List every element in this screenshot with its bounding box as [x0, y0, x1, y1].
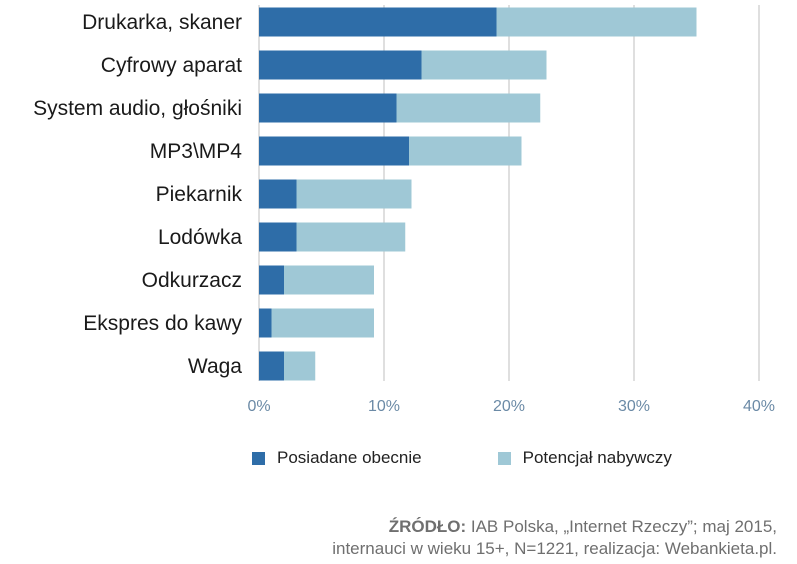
category-label: Waga: [188, 355, 242, 378]
category-label: Ekspres do kawy: [83, 312, 242, 335]
bar-potential: [271, 308, 374, 338]
legend-item-potential: Potencjał nabywczy: [497, 448, 672, 468]
bar-potential: [296, 222, 406, 252]
legend-swatch-owned: [252, 451, 265, 465]
source-note: ŹRÓDŁO: IAB Polska, „Internet Rzeczy”; m…: [332, 516, 777, 560]
bar-owned: [259, 222, 297, 252]
x-tick-label: 30%: [618, 398, 650, 415]
source-line-1: ŹRÓDŁO: IAB Polska, „Internet Rzeczy”; m…: [332, 516, 777, 538]
legend-label-potential: Potencjał nabywczy: [522, 448, 672, 467]
category-label: Odkurzacz: [142, 269, 242, 292]
legend: Posiadane obecnie Potencjał nabywczy: [252, 448, 672, 468]
source-line-2: internauci w wieku 15+, N=1221, realizac…: [332, 539, 777, 558]
x-tick-label: 20%: [493, 398, 525, 415]
bar-potential: [284, 351, 316, 381]
category-label: Piekarnik: [156, 183, 243, 206]
bar-potential: [409, 136, 522, 166]
bar-owned: [259, 50, 422, 80]
legend-label-owned: Posiadane obecnie: [277, 448, 422, 467]
legend-item-owned: Posiadane obecnie: [252, 448, 422, 468]
source-text-1: IAB Polska, „Internet Rzeczy”; maj 2015,: [470, 517, 777, 536]
bar-potential: [296, 179, 412, 209]
category-label: MP3\MP4: [150, 140, 243, 163]
x-tick-label: 10%: [368, 398, 400, 415]
bar-owned: [259, 265, 284, 295]
category-label: Cyfrowy aparat: [101, 54, 242, 77]
bar-owned: [259, 351, 284, 381]
bar-potential: [396, 93, 541, 123]
category-label: Drukarka, skaner: [82, 11, 242, 34]
bar-potential: [284, 265, 374, 295]
category-label: Lodówka: [158, 226, 242, 249]
bar-owned: [259, 136, 409, 166]
bar-potential: [496, 7, 697, 37]
category-label: System audio, głośniki: [33, 97, 242, 120]
bar-owned: [259, 308, 272, 338]
x-tick-label: 40%: [743, 398, 775, 415]
legend-swatch-potential: [497, 451, 511, 465]
source-label: ŹRÓDŁO:: [388, 517, 467, 536]
stacked-bar-chart: 0% 10% 20% 30% 40% Drukarka, skaner Cyfrowy ap…: [33, 5, 775, 415]
x-tick-label: 0%: [247, 398, 270, 415]
bar-owned: [259, 179, 297, 209]
bar-owned: [259, 93, 397, 123]
bar-potential: [421, 50, 547, 80]
bar-owned: [259, 7, 497, 37]
